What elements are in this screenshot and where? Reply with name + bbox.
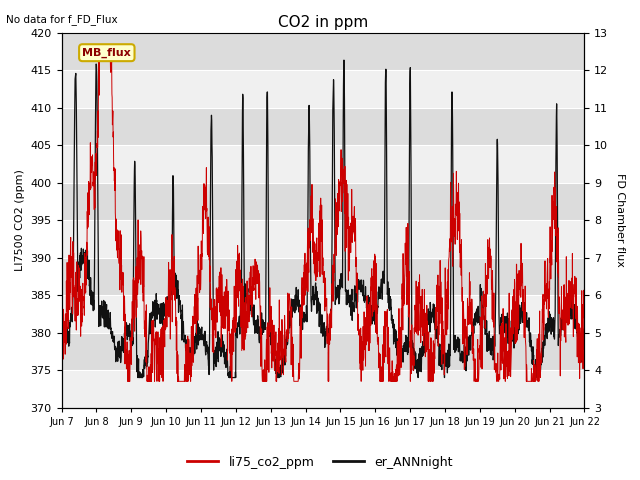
Bar <box>61 220 584 258</box>
Bar <box>61 333 584 370</box>
Bar <box>61 108 584 145</box>
Text: MB_flux: MB_flux <box>83 48 131 58</box>
Bar <box>61 182 584 220</box>
Bar <box>61 295 584 333</box>
Text: No data for f_FD_Flux: No data for f_FD_Flux <box>6 14 118 25</box>
Bar <box>61 70 584 108</box>
Title: CO2 in ppm: CO2 in ppm <box>278 15 368 30</box>
Y-axis label: FD Chamber flux: FD Chamber flux <box>615 173 625 267</box>
Bar <box>61 258 584 295</box>
Y-axis label: LI7500 CO2 (ppm): LI7500 CO2 (ppm) <box>15 169 25 271</box>
Bar <box>61 370 584 408</box>
Legend: li75_co2_ppm, er_ANNnight: li75_co2_ppm, er_ANNnight <box>182 451 458 474</box>
Bar <box>61 145 584 182</box>
Bar <box>61 33 584 70</box>
